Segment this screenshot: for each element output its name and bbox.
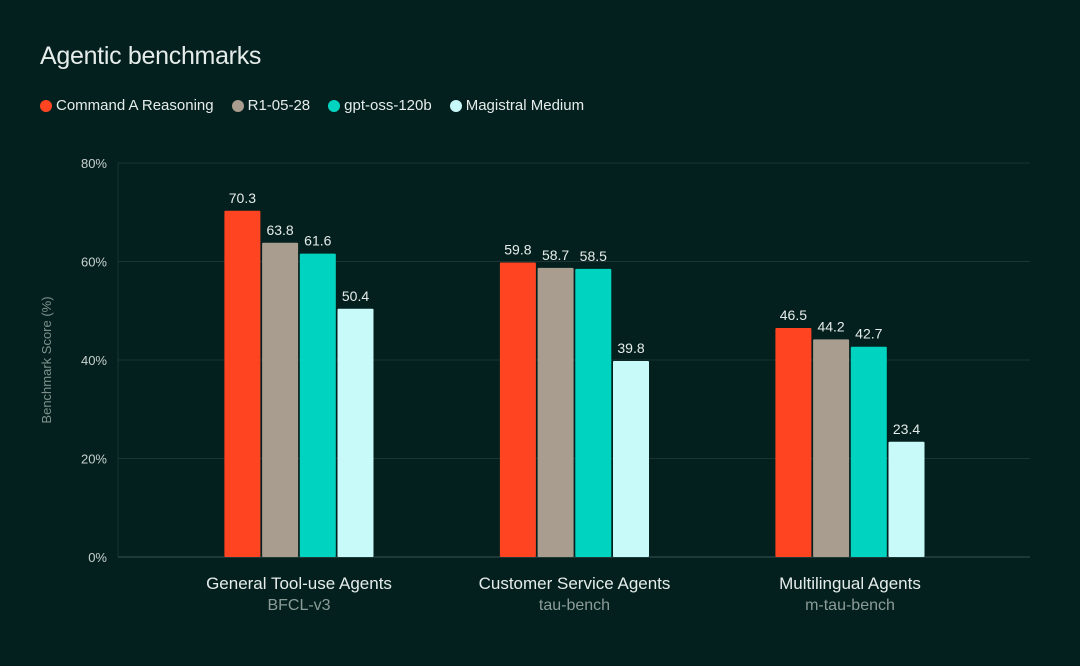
bar xyxy=(575,268,612,557)
bar xyxy=(813,339,850,557)
legend-label: Command A Reasoning xyxy=(56,97,214,114)
x-category-label: General Tool-use Agents xyxy=(206,574,392,593)
bar xyxy=(299,253,336,557)
legend-item: Command A Reasoning xyxy=(40,97,214,114)
bar xyxy=(850,346,887,557)
bar xyxy=(775,327,812,557)
y-axis-label: Benchmark Score (%) xyxy=(39,296,54,423)
y-tick-label: 40% xyxy=(81,353,107,368)
x-subcategory-label: m-tau-bench xyxy=(805,597,895,614)
data-label: 70.3 xyxy=(229,190,256,206)
x-subcategory-label: BFCL-v3 xyxy=(267,597,330,614)
data-label: 44.2 xyxy=(817,318,844,334)
legend: Command A Reasoning R1-05-28 gpt-oss-120… xyxy=(40,97,584,114)
data-label: 63.8 xyxy=(266,222,293,238)
bar xyxy=(337,308,374,557)
bar xyxy=(224,210,261,557)
bar xyxy=(537,267,574,557)
bar xyxy=(888,441,925,557)
legend-swatch xyxy=(231,99,244,112)
data-label: 23.4 xyxy=(893,421,920,437)
data-label: 42.7 xyxy=(855,326,882,342)
legend-item: R1-05-28 xyxy=(231,97,311,114)
y-tick-label: 80% xyxy=(81,156,107,171)
data-label: 59.8 xyxy=(504,241,531,257)
data-label: 46.5 xyxy=(780,307,807,323)
chart-title: Agentic benchmarks xyxy=(40,42,262,70)
data-label: 61.6 xyxy=(304,233,331,249)
data-label: 39.8 xyxy=(617,340,644,356)
x-subcategory-label: tau-bench xyxy=(539,597,610,614)
bar xyxy=(613,360,649,557)
data-label: 50.4 xyxy=(342,288,369,304)
legend-swatch xyxy=(328,99,341,112)
data-label: 58.5 xyxy=(580,248,607,264)
legend-label: Magistral Medium xyxy=(465,97,585,114)
y-tick-label: 60% xyxy=(81,255,107,270)
legend-label: R1-05-28 xyxy=(247,97,311,114)
legend-swatch xyxy=(40,99,52,112)
legend-label: gpt-oss-120b xyxy=(344,97,432,114)
bar xyxy=(262,242,299,557)
legend-item: Magistral Medium xyxy=(449,97,585,114)
legend-item: gpt-oss-120b xyxy=(328,97,432,114)
bar xyxy=(499,262,536,557)
x-category-label: Customer Service Agents xyxy=(479,574,671,593)
x-category-label: Multilingual Agents xyxy=(779,574,921,593)
legend-swatch xyxy=(449,99,462,112)
data-label: 58.7 xyxy=(542,247,569,263)
y-tick-label: 0% xyxy=(88,550,107,565)
y-tick-label: 20% xyxy=(81,452,107,467)
